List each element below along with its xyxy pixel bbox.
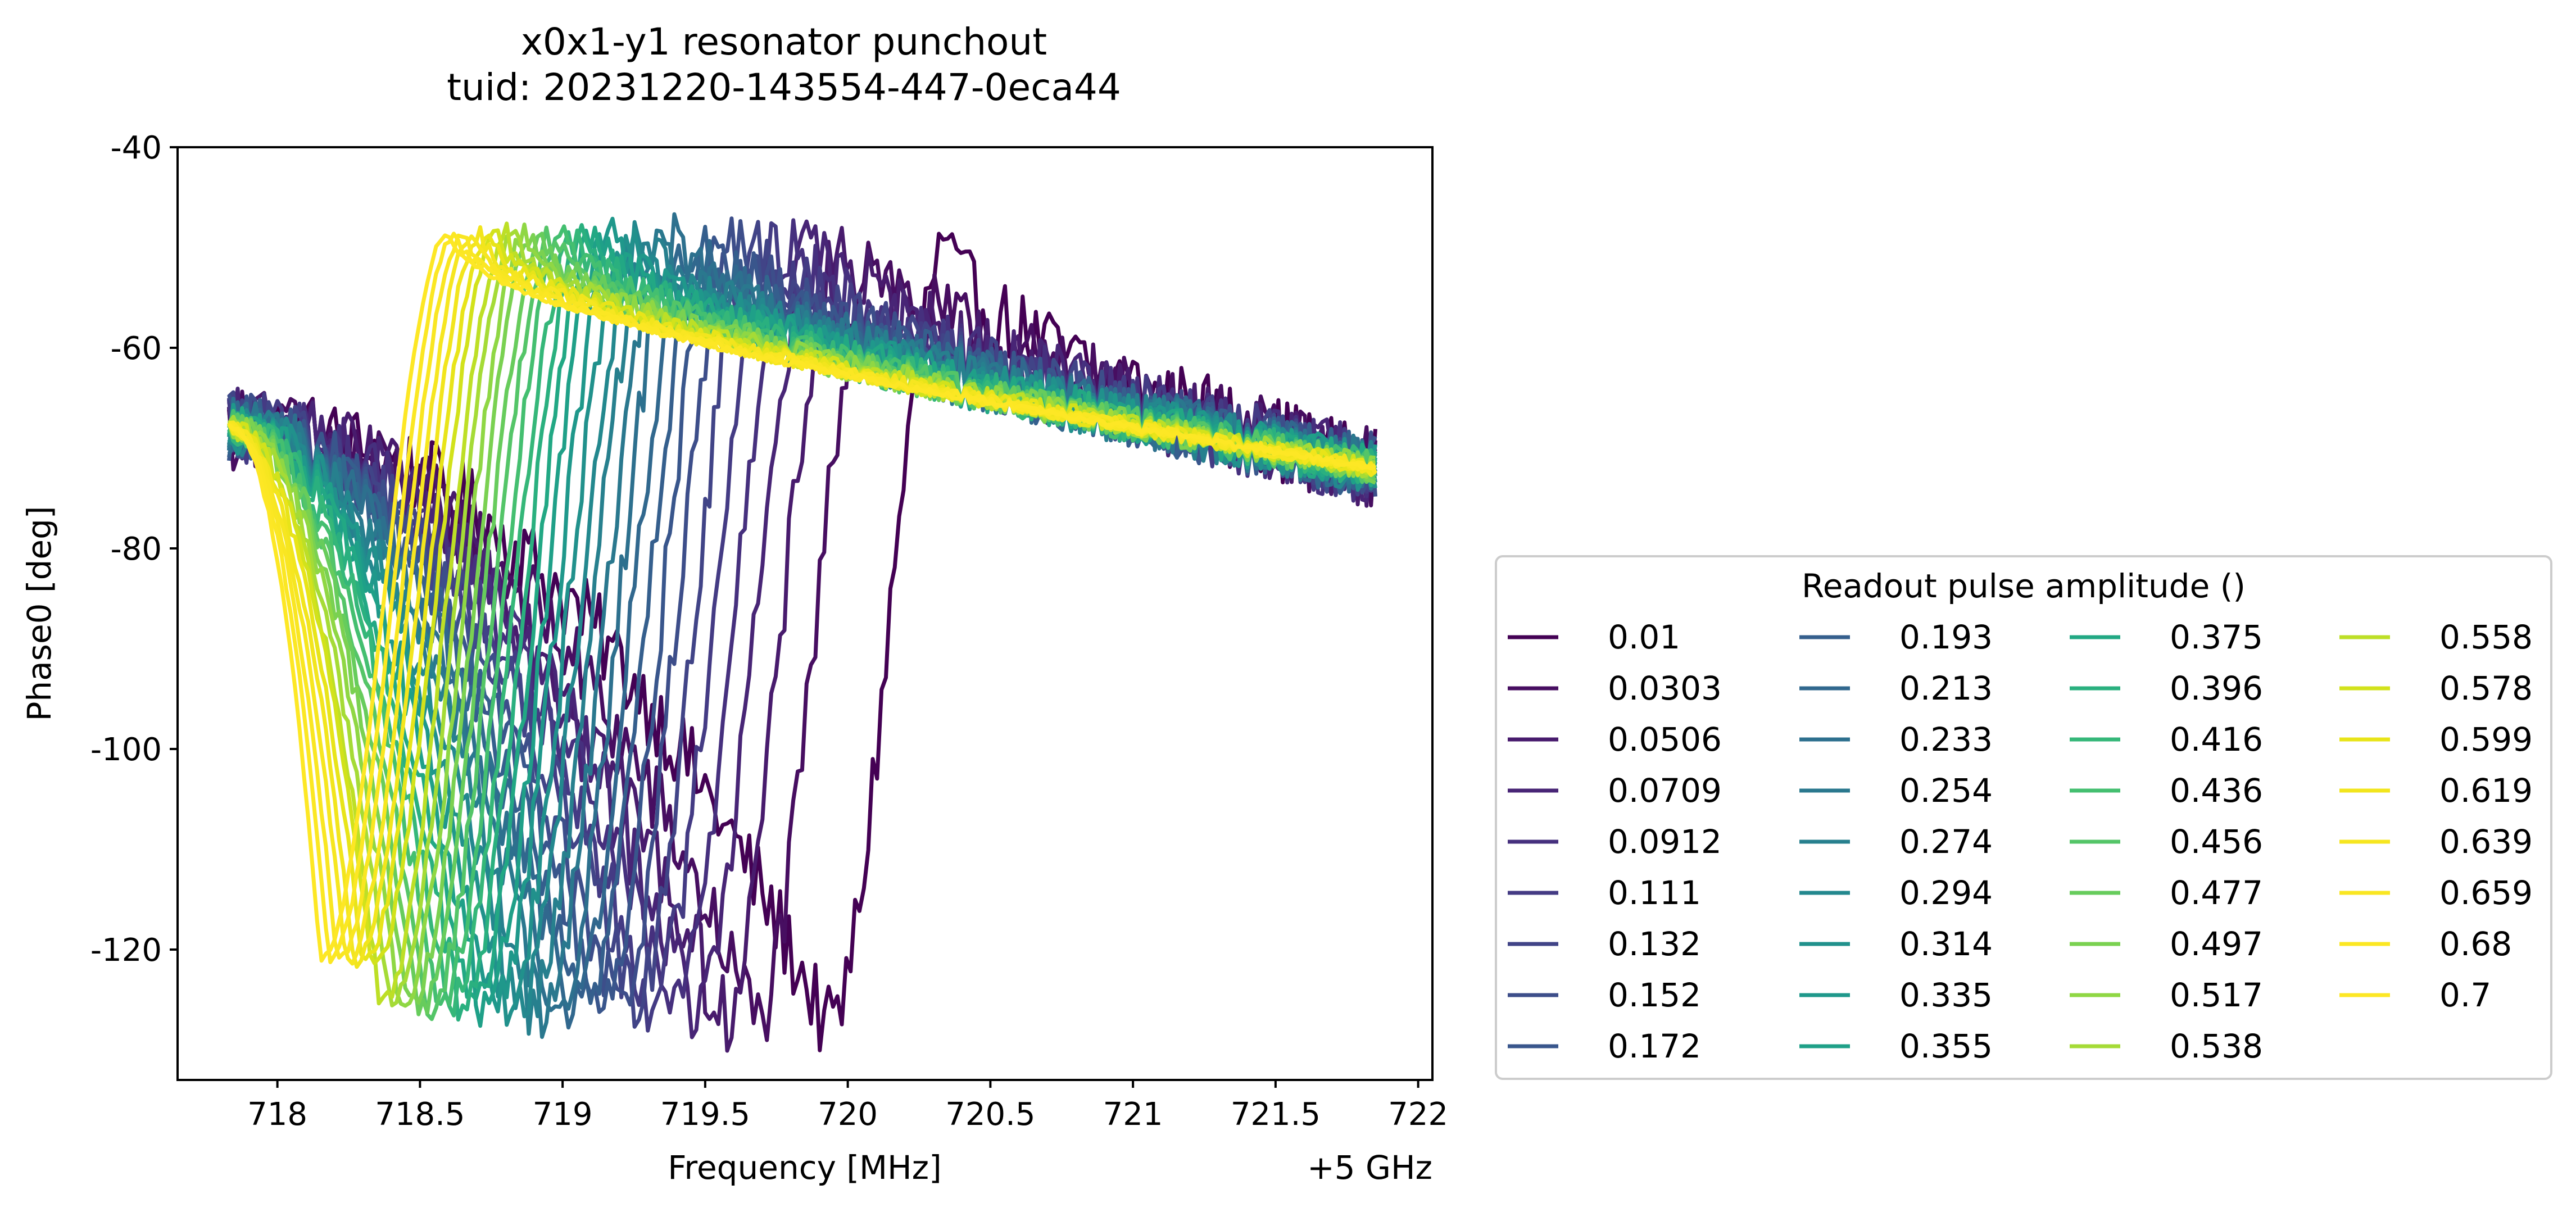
legend-label: 0.375	[2170, 618, 2263, 656]
legend-frame	[1495, 555, 2552, 1080]
legend-label: 0.659	[2439, 874, 2533, 912]
legend-label: 0.396	[2170, 669, 2263, 707]
plot-frame	[176, 146, 1434, 1081]
x-offset-label: +5 GHz	[1307, 1149, 1432, 1187]
y-tick-label: -60	[111, 330, 162, 367]
x-tick-label: 722	[1388, 1096, 1448, 1133]
legend-label: 0.578	[2439, 669, 2533, 707]
chart-title: x0x1-y1 resonator punchout tuid: 2023122…	[447, 20, 1121, 109]
legend-label: 0.0506	[1608, 720, 1722, 759]
legend-label: 0.0912	[1608, 823, 1722, 861]
x-tick-label: 721.5	[1231, 1096, 1321, 1133]
legend-label: 0.477	[2170, 874, 2263, 912]
legend-label: 0.233	[1899, 720, 1993, 759]
legend-label: 0.132	[1608, 925, 1701, 963]
chart-title-line-2: tuid: 20231220-143554-447-0eca44	[447, 66, 1121, 109]
legend-label: 0.7	[2439, 976, 2491, 1014]
x-tick-label: 720.5	[945, 1096, 1035, 1133]
legend-title: Readout pulse amplitude ()	[1802, 567, 2246, 605]
y-tick-label: -80	[111, 531, 162, 568]
legend-label: 0.416	[2170, 720, 2263, 759]
legend-label: 0.0303	[1608, 669, 1722, 707]
legend: Readout pulse amplitude () 0.010.03030.0…	[1495, 555, 2552, 1080]
legend-label: 0.517	[2170, 976, 2263, 1014]
x-tick-label: 718.5	[375, 1096, 465, 1133]
y-tick-label: -120	[90, 932, 162, 969]
legend-label: 0.599	[2439, 720, 2533, 759]
x-tick-label: 719.5	[660, 1096, 750, 1133]
y-axis: -40 -60 -80 -100 -120	[90, 130, 178, 969]
plot-area	[176, 146, 1434, 1081]
legend-label: 0.0709	[1608, 771, 1722, 810]
legend-label: 0.213	[1899, 669, 1993, 707]
legend-entries: 0.01 0.0303 0.0506 0.0709 0.0912 0.111 0.132 0.…	[1508, 618, 2533, 1065]
series-line	[226, 228, 1377, 1039]
x-tick-label: 720	[818, 1096, 878, 1133]
y-tick-label: -40	[111, 130, 162, 166]
y-tick-label: -100	[90, 732, 162, 768]
x-axis: 718 718.5 719 719.5 720 720.5 721 721.5 722	[247, 1080, 1448, 1133]
legend-label: 0.172	[1608, 1027, 1701, 1065]
legend-label: 0.274	[1899, 823, 1993, 861]
legend-label: 0.436	[2170, 771, 2263, 810]
chart-title-line-1: x0x1-y1 resonator punchout	[521, 20, 1047, 63]
legend-label: 0.639	[2439, 823, 2533, 861]
legend-label: 0.335	[1899, 976, 1993, 1014]
series-group	[226, 212, 1377, 1053]
legend-label: 0.314	[1899, 925, 1993, 963]
legend-label: 0.152	[1608, 976, 1701, 1014]
legend-label: 0.456	[2170, 823, 2263, 861]
legend-label: 0.619	[2439, 771, 2533, 810]
legend-label: 0.355	[1899, 1027, 1993, 1065]
x-tick-label: 719	[533, 1096, 593, 1133]
legend-label: 0.193	[1899, 618, 1993, 656]
legend-label: 0.294	[1899, 874, 1993, 912]
x-tick-label: 718	[247, 1096, 307, 1133]
legend-label: 0.558	[2439, 618, 2533, 656]
x-axis-label: Frequency [MHz]	[668, 1149, 941, 1187]
series-line	[227, 233, 1377, 963]
legend-label: 0.111	[1608, 874, 1701, 912]
legend-label: 0.538	[2170, 1027, 2263, 1065]
y-axis-label: Phase0 [deg]	[20, 506, 58, 721]
x-tick-label: 721	[1103, 1096, 1163, 1133]
legend-label: 0.01	[1608, 618, 1680, 656]
legend-label: 0.68	[2439, 925, 2512, 963]
legend-label: 0.254	[1899, 771, 1993, 810]
legend-label: 0.497	[2170, 925, 2263, 963]
